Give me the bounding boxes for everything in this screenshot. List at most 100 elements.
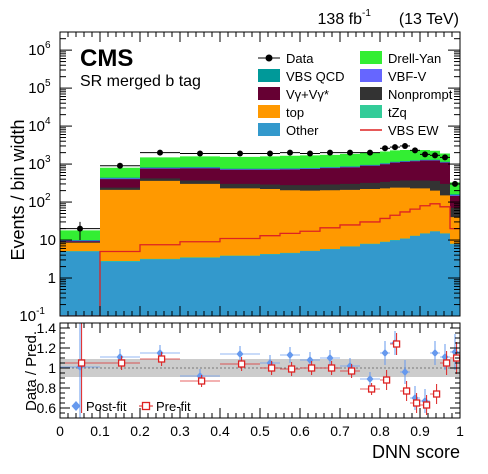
data-marker — [287, 149, 293, 156]
y-tick-exponent: 3 — [45, 154, 51, 165]
prefit-point — [180, 375, 220, 387]
x-tick-label: 0.7 — [330, 423, 350, 439]
prefit-point — [410, 393, 421, 413]
postfit-point — [400, 360, 410, 384]
ratio-marker-diamond — [381, 349, 389, 357]
legend-swatch — [258, 105, 280, 118]
legend-swatch — [258, 87, 280, 100]
ratio-y-tick-label: 0.8 — [37, 380, 57, 396]
ratio-points — [60, 323, 460, 418]
data-point — [410, 147, 420, 154]
postfit-point — [280, 347, 300, 363]
legend-entry: tZq — [360, 105, 407, 120]
ratio-marker-diamond — [366, 375, 374, 383]
ratio-y-axis-label: Data / Pred. — [23, 331, 40, 411]
signal-vbs-ew-line — [60, 203, 460, 316]
y-tick-label: 1 — [48, 270, 56, 287]
ratio-marker-diamond — [431, 349, 439, 357]
legend-swatch — [360, 51, 382, 64]
stack-layer — [60, 149, 460, 316]
data-marker — [307, 150, 313, 157]
y-tick-exponent: 6 — [45, 40, 51, 51]
ratio-marker-square — [157, 355, 166, 363]
ratio-marker-square — [267, 364, 276, 372]
prefit-point — [390, 333, 401, 355]
data-marker — [77, 225, 83, 232]
stack-other — [60, 231, 460, 316]
data-point — [360, 149, 380, 156]
x-tick-label: 0.6 — [290, 423, 310, 439]
y-tick-label: 105 — [28, 78, 51, 97]
ratio-marker-square — [422, 401, 431, 409]
legend-swatch — [360, 105, 382, 118]
postfit-point — [380, 341, 390, 365]
x-axis-label: DNN score — [372, 442, 460, 462]
prefit-point — [380, 370, 391, 390]
ratio-y-tick-label: 1.2 — [37, 340, 57, 356]
x-tick-label: 0.1 — [90, 423, 110, 439]
data-point — [400, 142, 410, 149]
data-point — [260, 150, 280, 157]
ratio-y-axis: 0.6 0.8 1 1.2 1.4 — [37, 320, 460, 419]
legend-swatch — [360, 87, 382, 100]
y-tick-label: 10 — [39, 232, 56, 249]
data-point — [100, 162, 140, 169]
ratio-panel: 0.60.811.21.4 0 0.1 0.2 0.3 0.4 0.5 0.6 0.7 0.8 0… — [23, 320, 464, 462]
ratio-y-tick-label: 1.4 — [37, 320, 57, 336]
y-tick-exponent: 4 — [45, 116, 51, 127]
ratio-marker-square — [382, 376, 391, 384]
legend-entry: top — [258, 105, 304, 120]
ratio-legend-marker — [71, 401, 81, 411]
data-point — [380, 145, 390, 152]
postfit-point — [360, 372, 380, 386]
ratio-marker-square — [347, 367, 356, 375]
legend-entry: Drell-Yan — [360, 51, 441, 66]
legend-label: VBF-V — [388, 69, 427, 84]
ratio-marker-square — [442, 359, 451, 367]
y-tick-label: 104 — [28, 116, 51, 135]
ratio-legend-marker — [141, 401, 151, 411]
x-tick-label: 0.3 — [170, 423, 190, 439]
data-marker — [197, 150, 203, 157]
main-y-axis-label: Events / bin width — [8, 119, 28, 260]
legend-label: Data — [286, 51, 314, 66]
prefit-point — [260, 361, 280, 375]
data-point — [390, 144, 400, 151]
main-x-ticks — [59, 32, 461, 316]
ratio-marker-diamond — [286, 351, 294, 359]
legend-label: VBS QCD — [286, 69, 345, 84]
legend-entry: VBS QCD — [258, 69, 345, 84]
y-tick-label: 106 — [28, 40, 51, 59]
prefit-point — [440, 351, 451, 375]
ratio-marker-square — [412, 399, 421, 407]
prefit-point — [340, 364, 360, 378]
signal-layer — [60, 203, 460, 316]
data-marker — [117, 162, 123, 169]
prefit-point — [280, 362, 300, 376]
y-tick-exponent: 2 — [45, 192, 51, 203]
legend-label: Other — [286, 123, 319, 138]
region-label: SR merged b tag — [80, 73, 201, 90]
legend-marker — [265, 54, 273, 62]
ratio-marker-square — [392, 340, 401, 348]
ratio-marker-diamond — [326, 354, 334, 362]
x-tick-label: 0.5 — [250, 423, 270, 439]
data-marker — [392, 144, 398, 151]
lumi-label: 138 fb — [318, 11, 363, 28]
ratio-marker-square — [327, 364, 336, 372]
ratio-x-axis: 0 0.1 0.2 0.3 0.4 0.5 0.6 0.7 0.8 0.9 1 — [56, 323, 464, 439]
legend-entry: Other — [258, 123, 319, 138]
y-tick-label: 102 — [28, 192, 51, 211]
ratio-marker-square — [402, 387, 411, 395]
y-tick-exponent: -1 — [36, 306, 45, 317]
legend-label: top — [286, 105, 304, 120]
data-point — [300, 150, 320, 157]
data-marker — [442, 154, 448, 161]
y-tick-label: 103 — [28, 154, 51, 173]
experiment-label: CMS — [80, 45, 133, 72]
ratio-marker-diamond — [236, 350, 244, 358]
prefit-point — [360, 383, 380, 395]
legend-label: Drell-Yan — [388, 51, 441, 66]
data-point — [180, 150, 220, 157]
